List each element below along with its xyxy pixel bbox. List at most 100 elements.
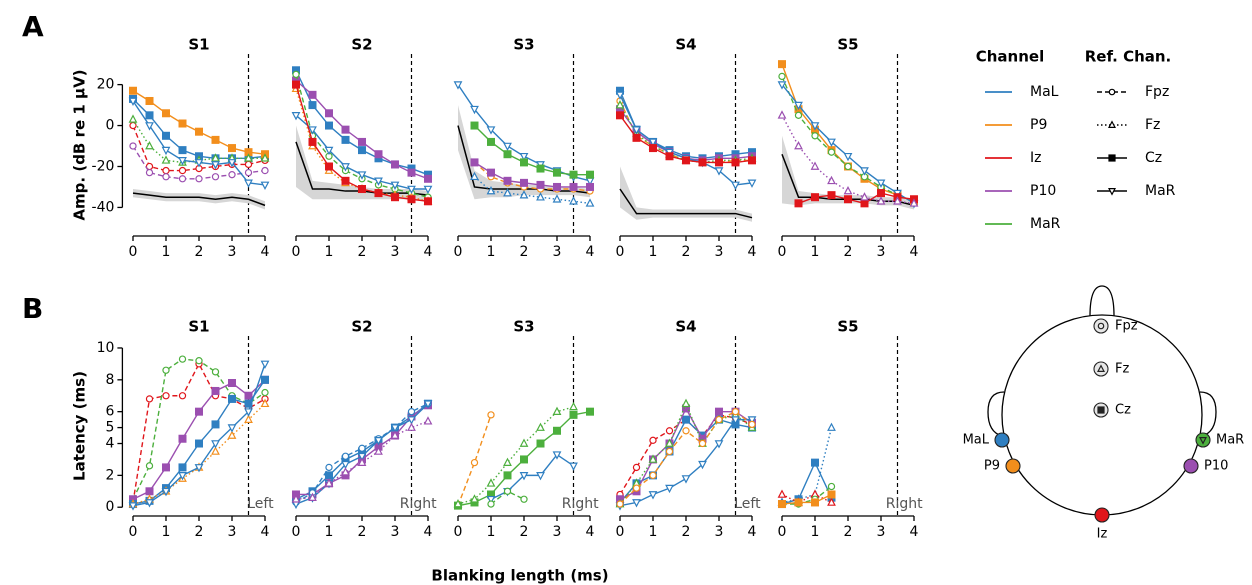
marker [648,144,657,153]
marker [648,138,658,147]
marker [145,140,154,150]
marker [161,146,171,156]
x-tick-label: 1 [811,524,820,540]
x-tick-label: 1 [162,524,171,540]
marker [325,162,334,171]
marker [145,499,154,508]
x-tick-label: 2 [358,524,367,540]
x-tick-label: 4 [586,524,595,540]
marker [308,137,317,146]
series-line [457,406,574,505]
marker [665,438,674,447]
marker [748,420,756,429]
marker [470,458,479,467]
marker [358,185,367,194]
marker [715,415,723,424]
electrode-label: MaL [963,433,990,448]
marker [777,81,787,90]
marker [470,105,479,115]
x-tick-label: 0 [292,524,301,540]
marker [358,444,366,452]
marker [195,357,203,365]
electrode-label: Iz [1097,527,1108,542]
x-tick-label: 3 [553,244,562,260]
marker [843,195,852,204]
marker [341,452,350,460]
marker [860,167,869,176]
marker [615,111,624,120]
marker [909,198,919,207]
marker [178,175,187,183]
marker [777,60,786,69]
electrode [1183,458,1199,474]
marker [423,185,433,195]
chart-title: S4 [675,318,696,336]
marker [227,430,237,439]
marker [341,163,350,172]
x-tick-label: 4 [424,244,433,260]
y-tick-label: 0 [105,118,114,134]
marker [194,464,204,473]
x-tick-label: 1 [811,244,820,260]
marker [470,494,479,503]
marker [228,171,236,179]
x-tick-label: 4 [586,244,595,260]
marker [714,158,723,167]
marker [244,408,253,417]
marker [615,91,625,100]
x-tick-label: 0 [454,244,463,260]
marker [390,181,400,190]
chart-title: S5 [837,36,858,54]
marker [374,177,383,186]
marker [211,173,220,181]
legend-label: MaL [1030,84,1059,100]
series-line [781,493,832,505]
marker [162,366,170,374]
marker [292,80,301,89]
marker [632,484,641,492]
series-line [781,76,915,202]
marker [211,161,220,170]
marker [536,192,545,201]
marker [178,119,187,128]
marker [649,436,657,444]
legend-label: P9 [1030,117,1047,133]
marker [374,150,383,159]
electrode [1094,507,1110,523]
marker [860,199,869,208]
marker [843,186,853,195]
marker [519,190,529,199]
electrode-label: P9 [984,459,1000,474]
marker [794,140,803,150]
marker [536,439,545,448]
x-tick-label: 4 [748,524,757,540]
marker [423,416,433,425]
marker [632,499,641,508]
marker [811,132,819,140]
marker [827,482,836,491]
x-tick-label: 3 [391,244,400,260]
marker [585,198,595,207]
marker [1108,120,1116,129]
ear [987,391,1005,437]
x-tick-label: 0 [616,524,625,540]
series-line [295,88,429,202]
marker [486,186,496,195]
marker [227,159,237,168]
marker [129,142,137,150]
y-axis-label: Amp. (dB re 1 µV) [71,69,89,220]
marker [665,447,674,456]
marker [453,499,463,508]
legend-label: MaR [1030,216,1061,232]
marker [794,199,803,208]
marker [145,462,154,470]
nose [1089,285,1115,317]
y-tick-label: 5 [105,420,114,436]
electrode-label: Fpz [1115,319,1138,334]
x-tick-label: 2 [358,244,367,260]
marker [714,440,724,449]
marker [390,424,400,433]
marker [487,411,495,419]
marker [228,144,237,153]
chart-title: S2 [351,36,372,54]
